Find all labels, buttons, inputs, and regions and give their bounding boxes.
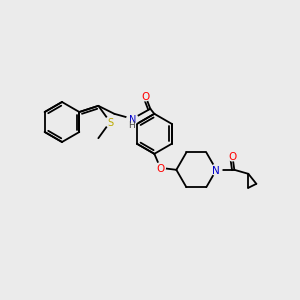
Text: S: S [107,118,113,128]
Text: N: N [129,115,136,125]
Circle shape [155,163,165,173]
Text: N: N [212,166,220,176]
Circle shape [140,91,150,101]
Text: H: H [128,121,135,130]
Text: O: O [141,92,149,102]
Text: O: O [228,152,236,162]
Circle shape [211,164,222,175]
Circle shape [227,151,237,161]
Text: O: O [156,164,164,174]
Circle shape [127,113,138,124]
Circle shape [105,117,115,127]
